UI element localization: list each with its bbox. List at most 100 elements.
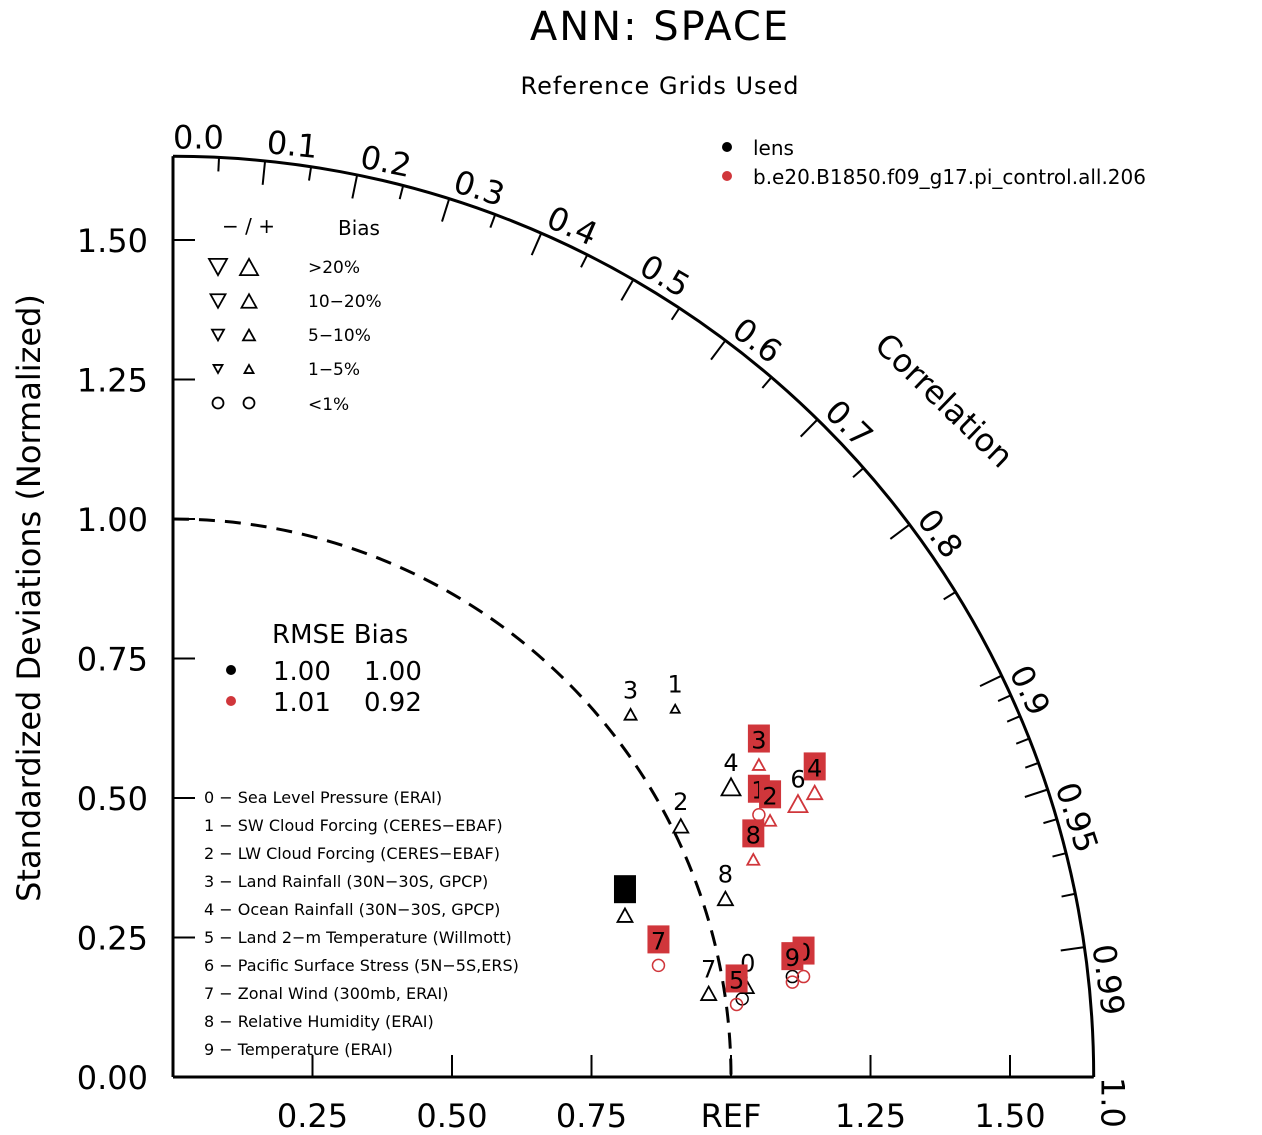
y-tick-label-6: 1.50 xyxy=(77,222,148,260)
corr-minor-tick-9 xyxy=(997,694,1012,702)
corr-tick-3 xyxy=(441,198,451,222)
bias-legend-up-triangle-3 xyxy=(242,363,256,374)
corr-tick-10 xyxy=(1024,788,1048,798)
point-case1-3-marker xyxy=(751,757,767,771)
point-case0-6-marker xyxy=(615,906,635,923)
point-case1-6-label: 6 xyxy=(790,766,805,794)
y-tick-label-4: 1.00 xyxy=(77,501,148,539)
case-legend-marker-0 xyxy=(722,142,732,152)
corr-label-8: 0.8 xyxy=(910,502,971,566)
point-case1-4-label-box xyxy=(803,752,826,781)
y-tick-label-2: 0.50 xyxy=(77,780,148,818)
bias-legend-down-triangle-2 xyxy=(210,328,226,343)
corr-label-1: 0.1 xyxy=(265,123,319,166)
variable-list-item-8: 8 − Relative Humidity (ERAI) xyxy=(204,1012,434,1031)
y-tick-label-0: 0.00 xyxy=(77,1059,148,1097)
point-case1-8-label-box xyxy=(742,819,765,848)
variable-list: 0 − Sea Level Pressure (ERAI) 1 − SW Clo… xyxy=(204,788,519,1059)
point-case0-6-label: 6 xyxy=(617,877,632,905)
reference-arc xyxy=(172,517,733,1078)
y-tick-label-5: 1.25 xyxy=(77,362,148,400)
point-case0-4-marker xyxy=(719,776,743,797)
corr-minor-tick-13 xyxy=(1043,818,1058,825)
data-points: 01234567890123456789 xyxy=(613,671,826,1012)
case-legend-label-1: b.e20.B1850.f09_g17.pi_control.all.206 xyxy=(753,165,1146,189)
corr-label-9: 0.9 xyxy=(1002,659,1058,721)
point-case0-8-marker xyxy=(716,889,735,907)
corr-minor-tick-12 xyxy=(1024,761,1039,769)
bias-legend-circle-0 xyxy=(211,396,225,410)
corr-label-5: 0.5 xyxy=(633,247,696,305)
variable-list-item-6: 6 − Pacific Surface Stress (5N−5S,ERS) xyxy=(204,956,519,975)
point-case1-9-label-box xyxy=(781,942,804,971)
x-tick-labels: 0.25 0.50 0.75 REF 1.25 1.50 xyxy=(277,1097,1046,1135)
corr-label-12: 1.0 xyxy=(1094,1077,1132,1128)
point-case1-2-marker xyxy=(762,813,778,827)
point-case1-2-label: 2 xyxy=(762,782,777,810)
rmse-row-0-bias: 1.00 xyxy=(364,657,422,687)
point-case0-3-marker xyxy=(623,707,639,721)
x-tick-label-2: 0.75 xyxy=(556,1097,627,1135)
corr-label-0: 0.0 xyxy=(173,118,224,156)
bias-legend-up-triangle-1 xyxy=(239,292,259,309)
bias-legend-row-4: <1% xyxy=(308,395,349,415)
variable-list-item-7: 7 − Zonal Wind (300mb, ERAI) xyxy=(204,984,448,1003)
correlation-tick-labels: 0.0 0.1 0.2 0.3 0.4 0.5 0.6 0.7 0.8 0.9 … xyxy=(173,118,1132,1128)
corr-label-6: 0.6 xyxy=(725,310,789,371)
bias-legend-row-3: 1−5% xyxy=(308,360,360,380)
bias-legend-down-triangle-0 xyxy=(207,257,229,277)
point-case1-7-label: 7 xyxy=(651,927,666,955)
diagram-frame xyxy=(171,154,1096,1079)
corr-tick-6 xyxy=(710,339,727,361)
case-legend-label-0: lens xyxy=(753,136,794,160)
corr-tick-2 xyxy=(351,174,359,199)
point-case1-4-label: 4 xyxy=(807,754,822,782)
corr-tick-5 xyxy=(620,279,635,301)
point-case1-3-label-box xyxy=(747,724,770,753)
point-case1-2-label-box xyxy=(759,780,782,809)
corr-label-4: 0.4 xyxy=(541,198,603,253)
point-case0-7-label: 7 xyxy=(701,955,716,983)
point-case1-5-label: 5 xyxy=(729,966,744,994)
corr-minor-tick-7 xyxy=(852,467,865,479)
bias-legend: − / + Bias >20% 10−20% 5−10% 1−5% <1% xyxy=(207,214,382,415)
point-case1-9-marker xyxy=(785,975,800,989)
corr-tick-4 xyxy=(530,232,543,256)
variable-list-item-4: 4 − Ocean Rainfall (30N−30S, GPCP) xyxy=(204,900,500,919)
point-case0-3-label: 3 xyxy=(623,676,638,704)
case-legend-marker-1 xyxy=(722,171,732,181)
point-case0-2-label: 2 xyxy=(673,788,688,816)
bias-legend-bias-header: Bias xyxy=(338,216,380,240)
chart-title: ANN: SPACE xyxy=(530,4,790,50)
x-ref-label: REF xyxy=(701,1097,762,1135)
bias-legend-down-triangle-1 xyxy=(208,293,228,310)
x-tick-label-3: 1.25 xyxy=(835,1097,906,1135)
bias-legend-up-triangle-0 xyxy=(238,257,260,277)
y-tick-labels: 0.00 0.25 0.50 0.75 1.00 1.25 1.50 xyxy=(77,222,148,1097)
point-case1-8-label: 8 xyxy=(746,821,761,849)
variable-list-item-5: 5 − Land 2−m Temperature (Willmott) xyxy=(204,928,512,947)
point-case1-5-marker xyxy=(729,997,744,1012)
bias-legend-up-triangle-2 xyxy=(241,327,257,342)
corr-minor-tick-6 xyxy=(761,376,773,389)
variable-list-item-1: 1 − SW Cloud Forcing (CERES−EBAF) xyxy=(204,816,503,835)
corr-minor-tick-5 xyxy=(670,307,681,321)
corr-tick-9 xyxy=(979,674,1003,688)
bias-legend-sign-header: − / + xyxy=(222,214,275,238)
point-case1-3-label: 3 xyxy=(751,727,766,755)
point-case1-7-label-box xyxy=(647,925,670,954)
point-case1-5-label-box xyxy=(725,964,748,993)
point-case1-4-marker xyxy=(805,783,824,801)
point-case0-2-marker xyxy=(671,817,690,834)
corr-minor-tick-15 xyxy=(1061,892,1076,898)
point-case0-6-label-box xyxy=(613,875,636,904)
point-case1-1-marker xyxy=(752,807,766,822)
x-tick-label-0: 0.25 xyxy=(277,1097,348,1135)
rmse-row-1-rmse: 1.01 xyxy=(273,688,331,718)
variable-list-item-9: 9 − Temperature (ERAI) xyxy=(204,1040,393,1059)
point-case0-8-label: 8 xyxy=(718,860,733,888)
rmse-row-marker-1 xyxy=(226,696,236,706)
chart-subtitle: Reference Grids Used xyxy=(520,72,799,100)
rmse-bias-table: RMSE Bias 1.00 1.00 1.01 0.92 xyxy=(226,620,422,718)
corr-minor-tick-2 xyxy=(398,185,405,200)
